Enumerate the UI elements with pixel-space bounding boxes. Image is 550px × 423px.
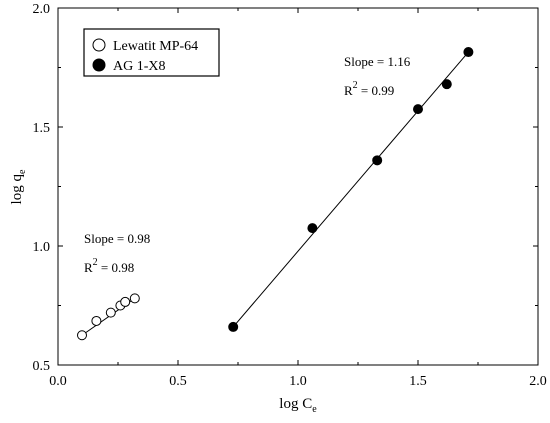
data-point-ag [372, 155, 383, 166]
y-tick-label: 1.5 [33, 121, 51, 136]
x-tick-label: 0.5 [169, 374, 187, 389]
legend: Lewatit MP-64 AG 1-X8 [83, 28, 220, 77]
data-point-ag [441, 79, 452, 90]
fit-lines [81, 51, 469, 336]
y-tick-label: 2.0 [33, 2, 51, 17]
legend-label-ag: AG 1-X8 [113, 59, 166, 74]
annotation-ag-r2-sup: 2 [353, 80, 358, 91]
data-point-lewatit [91, 315, 102, 326]
legend-marker-lewatit [92, 38, 106, 52]
annotation-ag-r2: R2 = 0.99 [344, 80, 394, 98]
x-axis-title: log Ce [279, 396, 317, 415]
x-tick-label: 2.0 [529, 374, 547, 389]
data-point-lewatit [120, 296, 131, 307]
data-points [77, 47, 474, 341]
annotation-ag-slope: Slope = 1.16 [344, 54, 411, 69]
annotation-ag: Slope = 1.16 R2 = 0.99 [344, 54, 411, 98]
annotation-lewatit-r2-sup: 2 [93, 257, 98, 268]
x-tick-label: 1.0 [289, 374, 307, 389]
x-tick-label: 1.5 [409, 374, 427, 389]
y-axis-title-subscript: e [17, 169, 28, 174]
y-tick-label: 1.0 [33, 240, 51, 255]
annotation-lewatit-r2: R2 = 0.98 [84, 257, 134, 275]
annotation-lewatit-slope: Slope = 0.98 [84, 231, 150, 246]
annotation-lewatit-r2-value: = 0.98 [98, 260, 135, 275]
data-point-ag [463, 47, 474, 58]
fit-line-ag [232, 51, 469, 328]
x-axis-title-subscript: e [312, 404, 317, 415]
annotation-lewatit: Slope = 0.98 R2 = 0.98 [84, 231, 150, 275]
annotation-ag-r2-value: = 0.99 [358, 83, 395, 98]
y-tick-label: 0.5 [33, 359, 51, 374]
legend-box [83, 28, 220, 77]
data-point-ag [228, 321, 239, 332]
axis-ticks: 0.0 0.5 1.0 1.5 2.00.51.01.52.0 [33, 2, 547, 389]
x-tick-label: 0.0 [49, 374, 67, 389]
data-point-ag [413, 104, 423, 115]
legend-label-lewatit: Lewatit MP-64 [113, 39, 198, 54]
y-axis-title: log qe [9, 169, 28, 204]
data-point-ag [307, 223, 318, 234]
data-point-lewatit [77, 330, 87, 341]
data-point-lewatit [129, 293, 140, 304]
data-point-lewatit [105, 307, 116, 318]
legend-marker-ag [92, 58, 106, 72]
